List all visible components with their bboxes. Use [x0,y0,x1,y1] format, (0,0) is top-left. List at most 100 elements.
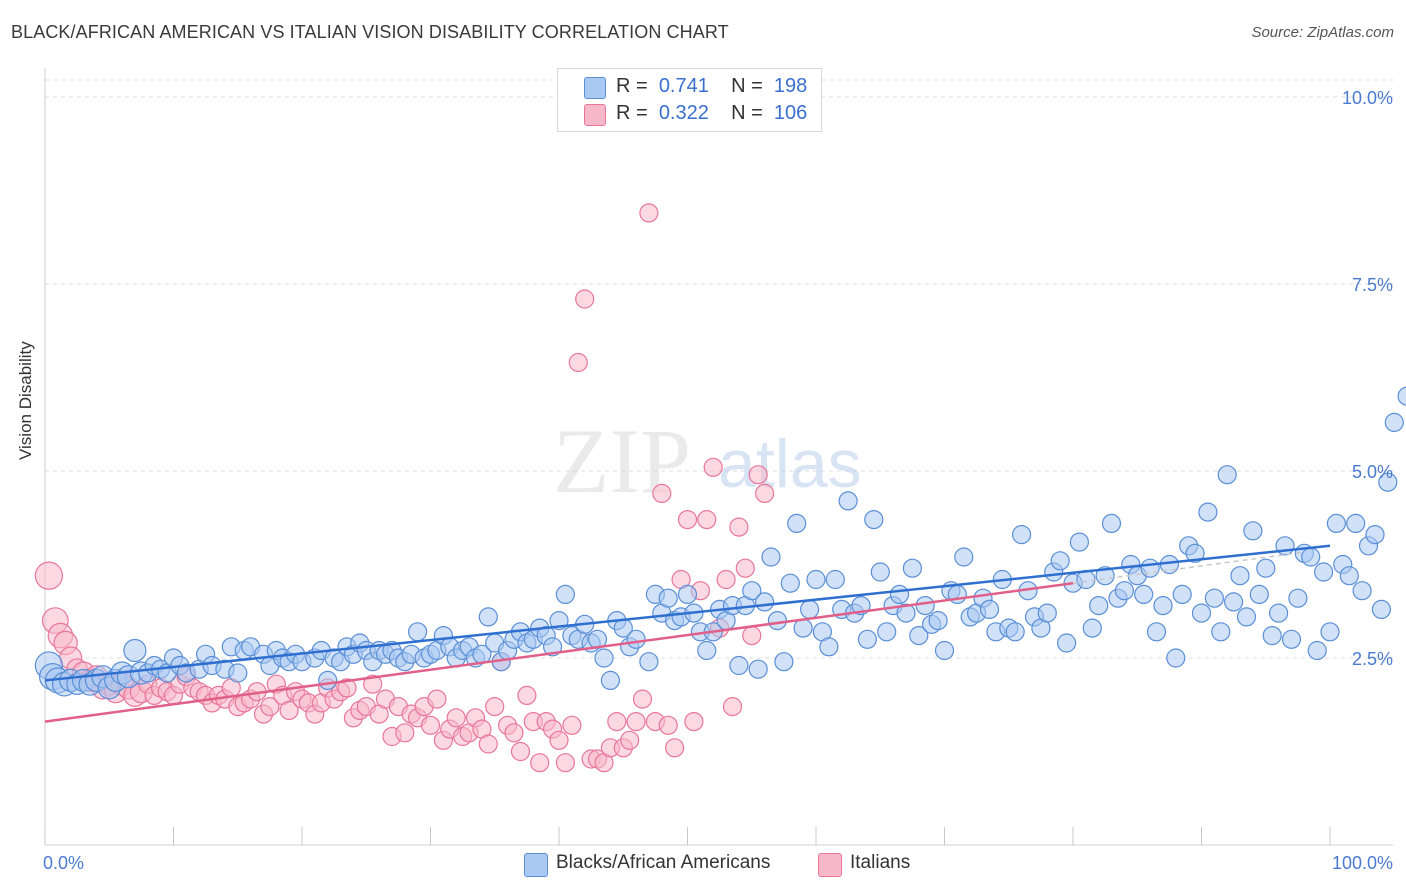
blacks-point-194 [1313,562,1334,582]
italians-point-94 [639,203,659,223]
blacks-point-190 [1288,588,1308,608]
blacks-point-123 [857,629,878,649]
italians-point-110 [742,625,762,646]
blacks-point-161 [1101,513,1122,534]
italians-point-103 [697,509,717,530]
italians-point-100 [677,509,698,530]
blacks-point-178 [1211,622,1231,642]
source-label: Source: ZipAtlas.com [1251,24,1394,41]
blacks-point-117 [819,637,839,657]
italians-point-61 [427,689,447,709]
blacks-point-40 [318,670,338,691]
legend-swatch-pink [818,853,842,877]
trend-line-italians-extension [1072,551,1305,584]
italians-point-112 [754,483,775,503]
italians-point-69 [478,734,498,754]
italians-point-60 [420,715,441,735]
italians-point-93 [632,689,653,709]
y-tick-label-0: 2.5% [1352,649,1393,669]
blacks-point-192 [1301,547,1321,567]
blacks-point-107 [754,592,775,612]
axes [44,68,1393,846]
blacks-point-109 [767,610,788,631]
blacks-point-54 [408,622,428,642]
trend-lines [44,544,1331,723]
blacks-point-130 [902,558,923,578]
italians-point-83 [568,352,588,373]
blacks-point-176 [1198,502,1218,522]
italians-point-80 [549,730,569,750]
blacks-point-181 [1230,566,1250,586]
x-tick-label-max: 100.0% [1332,853,1393,873]
blacks-point-147 [1011,524,1032,545]
blacks-point-142 [979,599,1000,620]
blacks-point-110 [774,652,794,672]
blacks-point-186 [1262,625,1282,646]
blacks-point-135 [934,640,955,661]
italians-point-47 [337,678,357,698]
italians-point-81 [555,753,576,773]
trend-line-italians [44,581,1074,723]
blacks-point-115 [806,569,826,590]
blacks-point-138 [954,547,974,567]
blacks-point-98 [697,640,717,661]
blacks-point-28 [228,663,248,683]
blacks-point-189 [1281,629,1302,649]
blacks-point-166 [1134,584,1154,605]
italians-point-38 [279,700,299,721]
italians-point-107 [722,696,743,717]
legend-swatch-blue [584,77,606,99]
blacks-point-126 [877,622,897,642]
blacks-point-203 [1371,599,1392,620]
italians-point-109 [735,558,755,578]
series-italians [34,203,775,773]
blacks-point-112 [787,513,807,534]
stats-legend: R = 0.741 N = 198 R = 0.322 N = 106 [557,68,822,132]
blacks-point-146 [1005,622,1025,642]
blacks-point-172 [1172,584,1192,605]
r-value-pink: 0.322 [658,102,709,124]
blacks-point-175 [1191,603,1212,623]
blacks-point-174 [1185,543,1205,563]
italians-point-75 [517,685,537,706]
blacks-point-167 [1140,558,1160,578]
r-label: R = [616,102,648,124]
blacks-point-200 [1352,581,1372,601]
italians-point-89 [607,711,627,732]
blacks-point-206 [1397,386,1406,406]
n-label: N = [731,102,763,124]
blacks-point-75 [542,637,563,657]
blacks-point-134 [928,610,948,631]
blacks-point-180 [1223,592,1244,612]
italians-point-108 [729,517,749,537]
italians-point-64 [446,708,466,728]
blacks-point-153 [1050,551,1070,571]
italians-point-51 [363,674,383,694]
blacks-point-196 [1326,513,1347,534]
italians-point-82 [562,715,582,735]
blacks-point-154 [1056,633,1077,653]
blacks-point-88 [626,629,646,649]
italians-point-98 [664,738,685,758]
blacks-point-84 [600,670,621,691]
trend-line-blacks [44,544,1331,682]
blacks-point-169 [1153,595,1173,616]
italians-point-104 [703,457,723,477]
blacks-point-183 [1243,521,1263,541]
legend-label-italians: Italians [850,852,911,873]
blacks-point-184 [1249,584,1269,605]
blacks-point-105 [742,581,762,601]
blacks-point-128 [889,584,910,605]
blacks-point-65 [478,607,498,627]
italians-point-106 [716,569,736,590]
n-label: N = [731,75,763,97]
blacks-point-177 [1204,588,1225,608]
blacks-point-168 [1146,622,1167,642]
italians-point-56 [395,723,415,743]
blacks-point-89 [639,652,659,672]
blacks-point-151 [1037,603,1057,623]
watermark-atlas: atlas [718,426,862,502]
italians-point-111 [748,465,768,485]
blacks-point-106 [748,659,768,679]
